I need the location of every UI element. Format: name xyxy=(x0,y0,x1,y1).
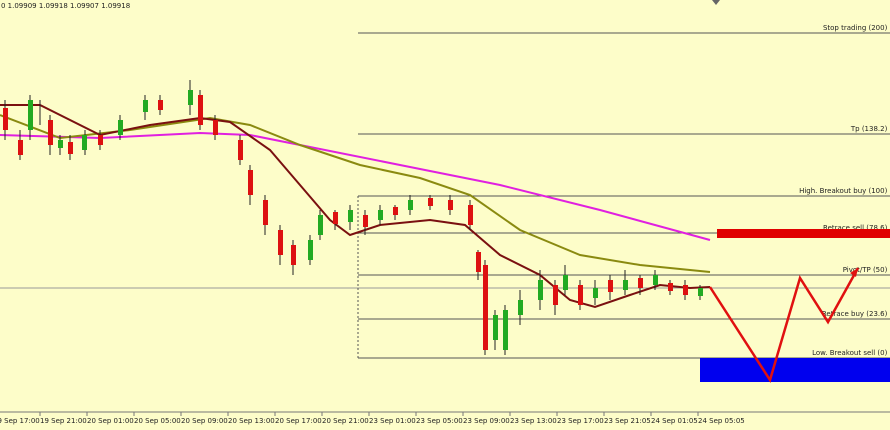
time-label: 20 Sep 17:00 xyxy=(275,417,322,425)
level-label: Stop trading (200) 1 xyxy=(823,24,890,32)
time-label: 20 Sep 21:00 xyxy=(322,417,369,425)
time-label: 20 Sep 13:00 xyxy=(228,417,275,425)
time-label: 20 Sep 09:00 xyxy=(181,417,228,425)
quote-header: 0 1.09909 1.09918 1.09907 1.09918 xyxy=(1,2,130,10)
time-label: 23 Sep 13:00 xyxy=(510,417,557,425)
forecast-arrow xyxy=(708,267,860,383)
time-label: 19 Sep 21:00 xyxy=(40,417,87,425)
level-label: Tp (138.2) 1 xyxy=(850,125,890,133)
time-label: 23 Sep 05:00 xyxy=(416,417,463,425)
time-label: 23 Sep 21:05 xyxy=(604,417,651,425)
sell-zone xyxy=(717,229,890,238)
arrow-head xyxy=(850,268,858,277)
buy-zone xyxy=(700,358,890,382)
scroll-marker xyxy=(712,0,720,5)
bear-candles xyxy=(3,95,688,350)
time-label: 24 Sep 05:05 xyxy=(698,417,745,425)
time-label: 23 Sep 01:00 xyxy=(369,417,416,425)
time-label: 19 Sep 17:00 xyxy=(0,417,40,425)
level-label: Low. Breakout sell (0) 1 xyxy=(812,349,890,357)
time-label: 24 Sep 01:05 xyxy=(651,417,698,425)
bull-candles xyxy=(28,90,703,350)
time-label: 20 Sep 01:00 xyxy=(87,417,134,425)
time-label: 23 Sep 09:00 xyxy=(463,417,510,425)
time-label: 23 Sep 17:00 xyxy=(557,417,604,425)
level-label: Retrace buy (23.6) 1 xyxy=(822,310,890,318)
level-label: Retrace sell (78.6) 1 xyxy=(823,224,890,232)
level-label: High. Breakout buy (100) 1 xyxy=(799,187,890,195)
time-label: 20 Sep 05:00 xyxy=(134,417,181,425)
level-label: Pivot/TP (50) 1 xyxy=(843,266,890,274)
